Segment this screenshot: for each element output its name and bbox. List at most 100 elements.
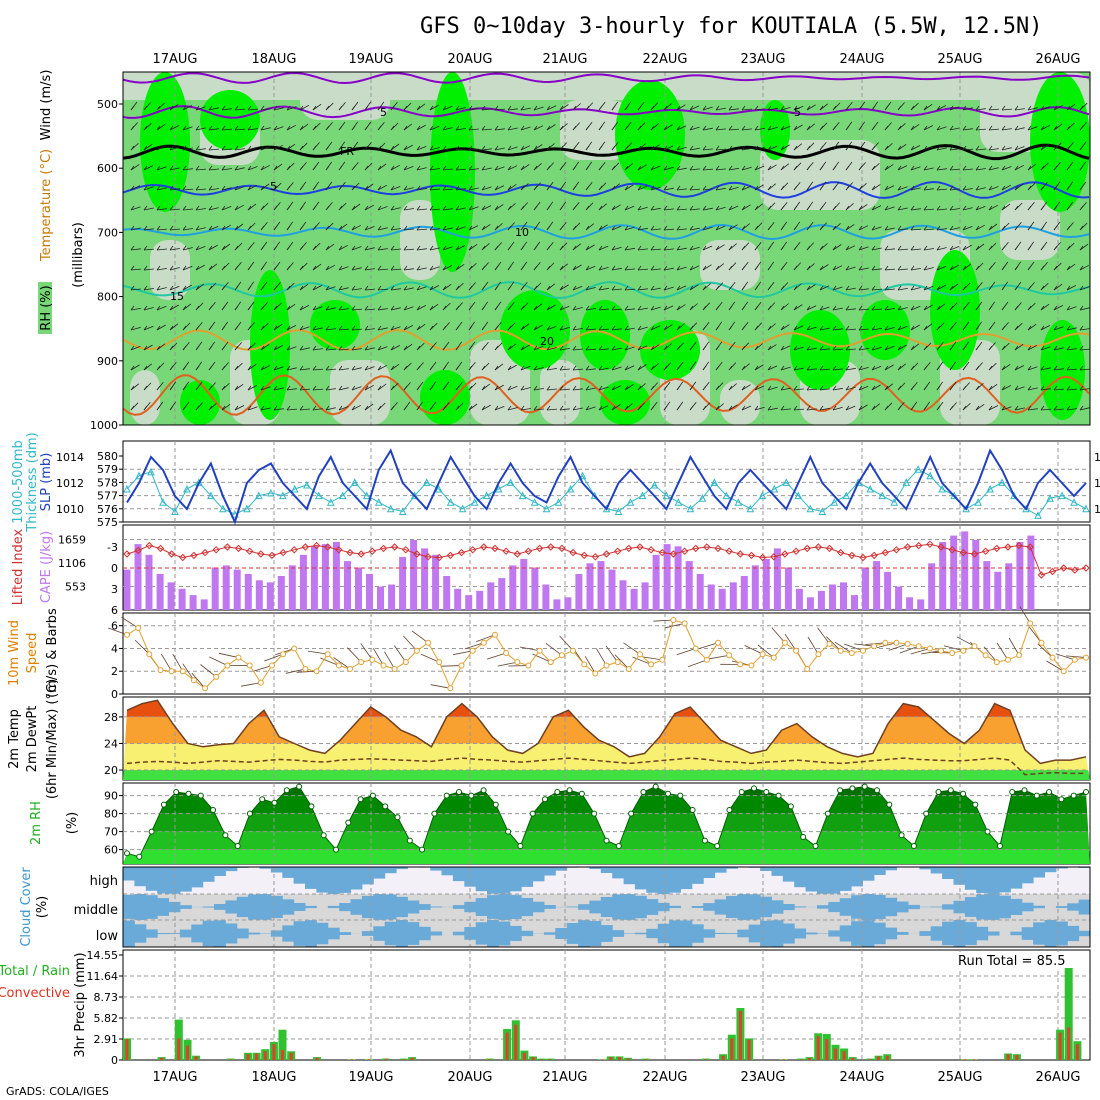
cloud-low-bar	[361, 931, 374, 936]
cloud-low-bar	[487, 920, 499, 947]
wind10m-marker	[603, 662, 610, 669]
rh2m-marker	[787, 803, 794, 810]
wind10m-marker	[402, 659, 409, 666]
cloud-cover-panel: high middle low	[74, 866, 1091, 948]
cloud-high-bar	[839, 867, 852, 891]
wind10m-marker	[759, 651, 766, 658]
rh2m-marker	[480, 787, 487, 794]
lifted-index-marker	[692, 544, 700, 553]
thickness-marker	[255, 491, 263, 500]
cape-bar	[729, 582, 737, 610]
rh2m-marker	[197, 792, 204, 799]
date-label-bottom: 23AUG	[740, 1070, 785, 1085]
cape-bar	[707, 584, 715, 610]
cloud-low-bar	[748, 924, 761, 943]
rh2m-marker	[394, 814, 401, 821]
cape-bar	[652, 554, 660, 611]
cloud-middle-bar	[1021, 902, 1034, 912]
wind10m-marker	[770, 654, 777, 661]
cloud-middle-bar	[930, 906, 943, 908]
rh2m-marker	[369, 792, 376, 799]
cloud-high-bar	[1033, 867, 1045, 878]
wind10m-marker	[737, 661, 744, 668]
lifted-index-marker	[625, 544, 633, 553]
cloud-high-bar	[794, 867, 807, 888]
thickness-marker	[183, 484, 191, 493]
cape-bar	[564, 597, 572, 611]
rh2m-marker	[861, 783, 868, 790]
wind10m-marker	[993, 659, 1000, 666]
axis-tick-label: 0	[111, 1054, 118, 1067]
lifted-index-marker	[959, 548, 968, 557]
lifted-index-marker	[970, 550, 979, 558]
cloud-middle-bar	[873, 895, 886, 920]
rh2m-marker	[652, 783, 659, 790]
rh2m-marker	[246, 810, 253, 817]
rh2m-marker	[775, 792, 782, 799]
cloud-low-bar	[248, 932, 260, 935]
date-label-top: 22AUG	[642, 52, 687, 67]
cloud-low-bar	[157, 933, 169, 935]
lifted-index-marker	[792, 547, 800, 555]
precip-rain-bar	[289, 1052, 293, 1060]
precip-rain-bar	[747, 1039, 751, 1060]
date-label-bottom: 18AUG	[251, 1070, 296, 1085]
precip-rain-bar	[704, 1059, 708, 1060]
cloud-low-bar	[964, 922, 977, 945]
thickness-marker	[123, 484, 131, 493]
cape-bar	[200, 599, 208, 610]
cloud-middle-bar	[134, 894, 147, 920]
thickness-marker	[1010, 491, 1018, 500]
lifted-index-marker	[613, 547, 622, 555]
rh2m-marker	[210, 807, 217, 813]
lifted-index-marker	[725, 547, 733, 555]
thickness-marker	[243, 504, 251, 513]
cape-bar	[410, 539, 418, 610]
thickness-marker	[506, 478, 515, 486]
rh2m-marker	[812, 843, 819, 849]
cloud-middle-bar	[1078, 899, 1090, 915]
wind10m-marker	[971, 643, 978, 650]
cloud-low-bar	[646, 928, 659, 939]
axis-tick-label: 1000	[90, 419, 118, 432]
lifted-index-marker	[167, 550, 176, 558]
thickness-marker	[866, 484, 875, 493]
cloud-low-bar	[270, 930, 283, 937]
cloud-low-bar	[555, 928, 568, 939]
rh2m-marker	[689, 807, 696, 813]
wind10m-marker	[179, 668, 186, 675]
cloud-low-bar	[930, 926, 943, 941]
side-label: (6hr Min/Max) (°C)	[45, 679, 60, 799]
cape-bar	[1005, 563, 1013, 611]
wind10m-marker	[681, 620, 688, 627]
lifted-index-marker	[1004, 543, 1012, 551]
cloud-middle-bar	[634, 895, 647, 919]
cape-bar	[773, 548, 781, 610]
wind10m-marker	[190, 677, 197, 684]
cloud-middle-bar	[600, 897, 613, 917]
cloud-low-bar	[714, 932, 727, 934]
date-label-top: 20AUG	[447, 52, 492, 67]
thickness-marker	[986, 484, 994, 493]
cloud-high-bar	[339, 867, 352, 893]
date-label-bottom: 26AUG	[1035, 1070, 1080, 1085]
cloud-middle-bar	[327, 905, 340, 909]
thickness-marker	[207, 491, 215, 500]
side-label: (%)	[35, 896, 50, 919]
temperature-contour	[123, 329, 1090, 351]
cloud-low-bar	[396, 920, 408, 947]
cloud-high-bar	[543, 867, 556, 876]
temperature-contour	[123, 105, 1090, 119]
cloud-high-bar	[1021, 867, 1034, 884]
thickness-marker	[338, 491, 347, 500]
wind10m-marker	[1071, 656, 1078, 663]
wind10m-marker	[213, 673, 220, 680]
thickness-marker	[1082, 504, 1090, 513]
rh2m-marker	[320, 832, 327, 839]
grads-credit: GrADS: COLA/IGES	[6, 1085, 109, 1098]
axis-tick-label: 900	[97, 355, 118, 368]
rh2m-marker	[947, 787, 954, 794]
rh2m-marker	[677, 792, 684, 799]
cloud-high-bar	[509, 867, 522, 892]
